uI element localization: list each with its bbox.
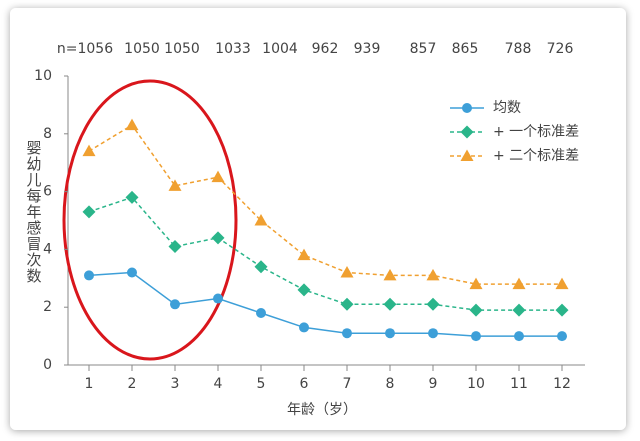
y-tick-label: 10 xyxy=(34,68,52,84)
sample-size: 1004 xyxy=(262,41,298,57)
sample-size: 1033 xyxy=(215,41,251,57)
point xyxy=(127,267,137,278)
x-tick-label: 11 xyxy=(510,376,528,392)
x-tick-label: 12 xyxy=(553,376,571,392)
sample-size: 788 xyxy=(505,41,532,57)
legend-label: + 一个标准差 xyxy=(493,124,579,140)
y-tick-label: 4 xyxy=(43,241,52,257)
point xyxy=(211,231,225,245)
legend-marker xyxy=(462,103,472,113)
y-tick-label: 0 xyxy=(43,357,52,373)
x-tick-label: 2 xyxy=(128,376,137,392)
point xyxy=(340,266,354,278)
legend-marker xyxy=(460,125,474,139)
point xyxy=(84,270,94,281)
point xyxy=(213,293,223,304)
y-tick-label: 8 xyxy=(43,126,52,142)
sample-size: 962 xyxy=(312,41,339,57)
legend-label: 均数 xyxy=(493,100,521,116)
sample-size: 1050 xyxy=(164,41,200,57)
point xyxy=(555,303,569,317)
point xyxy=(168,240,182,254)
point xyxy=(471,331,481,342)
x-tick-label: 3 xyxy=(171,376,180,392)
x-tick-label: 4 xyxy=(214,376,223,392)
sample-size: n=1056 xyxy=(57,41,113,57)
series-line xyxy=(88,271,562,337)
x-tick-label: 10 xyxy=(467,376,485,392)
point xyxy=(512,277,526,290)
point xyxy=(342,328,352,339)
point xyxy=(469,303,483,317)
point xyxy=(125,190,139,204)
sample-size: 726 xyxy=(547,41,574,57)
x-tick-label: 9 xyxy=(429,376,438,392)
series-line xyxy=(88,124,562,285)
point xyxy=(168,179,182,191)
point xyxy=(82,205,96,219)
x-tick-label: 7 xyxy=(343,376,352,392)
point xyxy=(383,268,397,281)
sample-size: 1050 xyxy=(124,41,160,57)
point xyxy=(297,248,311,261)
series-line xyxy=(88,196,562,311)
point xyxy=(557,331,567,342)
point xyxy=(383,297,397,311)
x-tick-label: 8 xyxy=(386,376,395,392)
point xyxy=(256,307,266,318)
point xyxy=(125,118,139,131)
x-axis-label: 年龄（岁） xyxy=(287,402,357,418)
point xyxy=(469,277,483,290)
point xyxy=(426,268,440,281)
point xyxy=(555,277,569,290)
point xyxy=(340,297,354,311)
y-axis-label: 婴幼儿每年感冒次数 xyxy=(25,140,43,284)
x-tick-label: 6 xyxy=(300,376,309,392)
sample-size: 865 xyxy=(452,41,479,57)
frame xyxy=(10,8,626,430)
point xyxy=(426,297,440,311)
point xyxy=(299,322,309,333)
legend-label: + 二个标准差 xyxy=(493,148,579,164)
point xyxy=(170,299,180,310)
y-tick-label: 6 xyxy=(43,184,52,200)
point xyxy=(254,260,268,274)
y-tick-label: 2 xyxy=(43,299,52,315)
x-tick-label: 5 xyxy=(257,376,266,392)
point xyxy=(254,214,268,226)
legend-marker xyxy=(460,149,474,161)
point xyxy=(297,283,311,297)
point xyxy=(385,328,395,339)
sample-size: 857 xyxy=(410,41,437,57)
point xyxy=(428,328,438,339)
point xyxy=(514,331,524,342)
point xyxy=(82,144,96,157)
point xyxy=(211,170,225,183)
point xyxy=(512,303,526,317)
highlight-ellipse xyxy=(62,79,238,361)
x-tick-label: 1 xyxy=(85,376,94,392)
sample-size: 939 xyxy=(354,41,381,57)
